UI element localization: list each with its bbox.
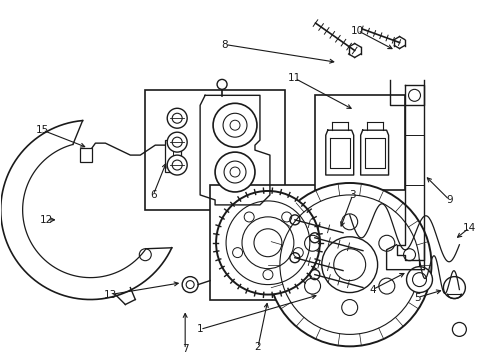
Text: 7: 7 bbox=[182, 345, 189, 354]
Text: 10: 10 bbox=[351, 26, 364, 36]
Circle shape bbox=[215, 152, 255, 192]
Text: 8: 8 bbox=[222, 40, 228, 50]
Circle shape bbox=[322, 237, 378, 293]
Bar bbox=[80, 148, 93, 162]
Text: 6: 6 bbox=[150, 190, 157, 200]
Circle shape bbox=[452, 323, 466, 336]
Bar bbox=[145, 90, 285, 210]
Text: 1: 1 bbox=[197, 324, 203, 334]
Circle shape bbox=[167, 132, 187, 152]
Bar bbox=[285, 205, 360, 294]
Circle shape bbox=[182, 276, 198, 293]
Circle shape bbox=[216, 191, 320, 294]
Circle shape bbox=[213, 103, 257, 147]
Text: 13: 13 bbox=[104, 289, 117, 300]
Text: 5: 5 bbox=[414, 293, 421, 302]
Text: 3: 3 bbox=[349, 190, 356, 200]
Text: 2: 2 bbox=[255, 342, 261, 352]
Circle shape bbox=[217, 80, 227, 89]
Text: 9: 9 bbox=[446, 195, 453, 205]
Bar bbox=[210, 185, 360, 300]
Circle shape bbox=[268, 183, 432, 346]
Text: 15: 15 bbox=[36, 125, 49, 135]
Text: 4: 4 bbox=[369, 284, 376, 294]
Bar bbox=[315, 95, 405, 190]
Circle shape bbox=[443, 276, 465, 298]
Text: 11: 11 bbox=[288, 73, 301, 84]
Circle shape bbox=[407, 267, 433, 293]
Text: 14: 14 bbox=[463, 223, 476, 233]
Text: 12: 12 bbox=[40, 215, 53, 225]
Bar bbox=[165, 140, 181, 172]
Circle shape bbox=[167, 155, 187, 175]
Circle shape bbox=[167, 108, 187, 128]
